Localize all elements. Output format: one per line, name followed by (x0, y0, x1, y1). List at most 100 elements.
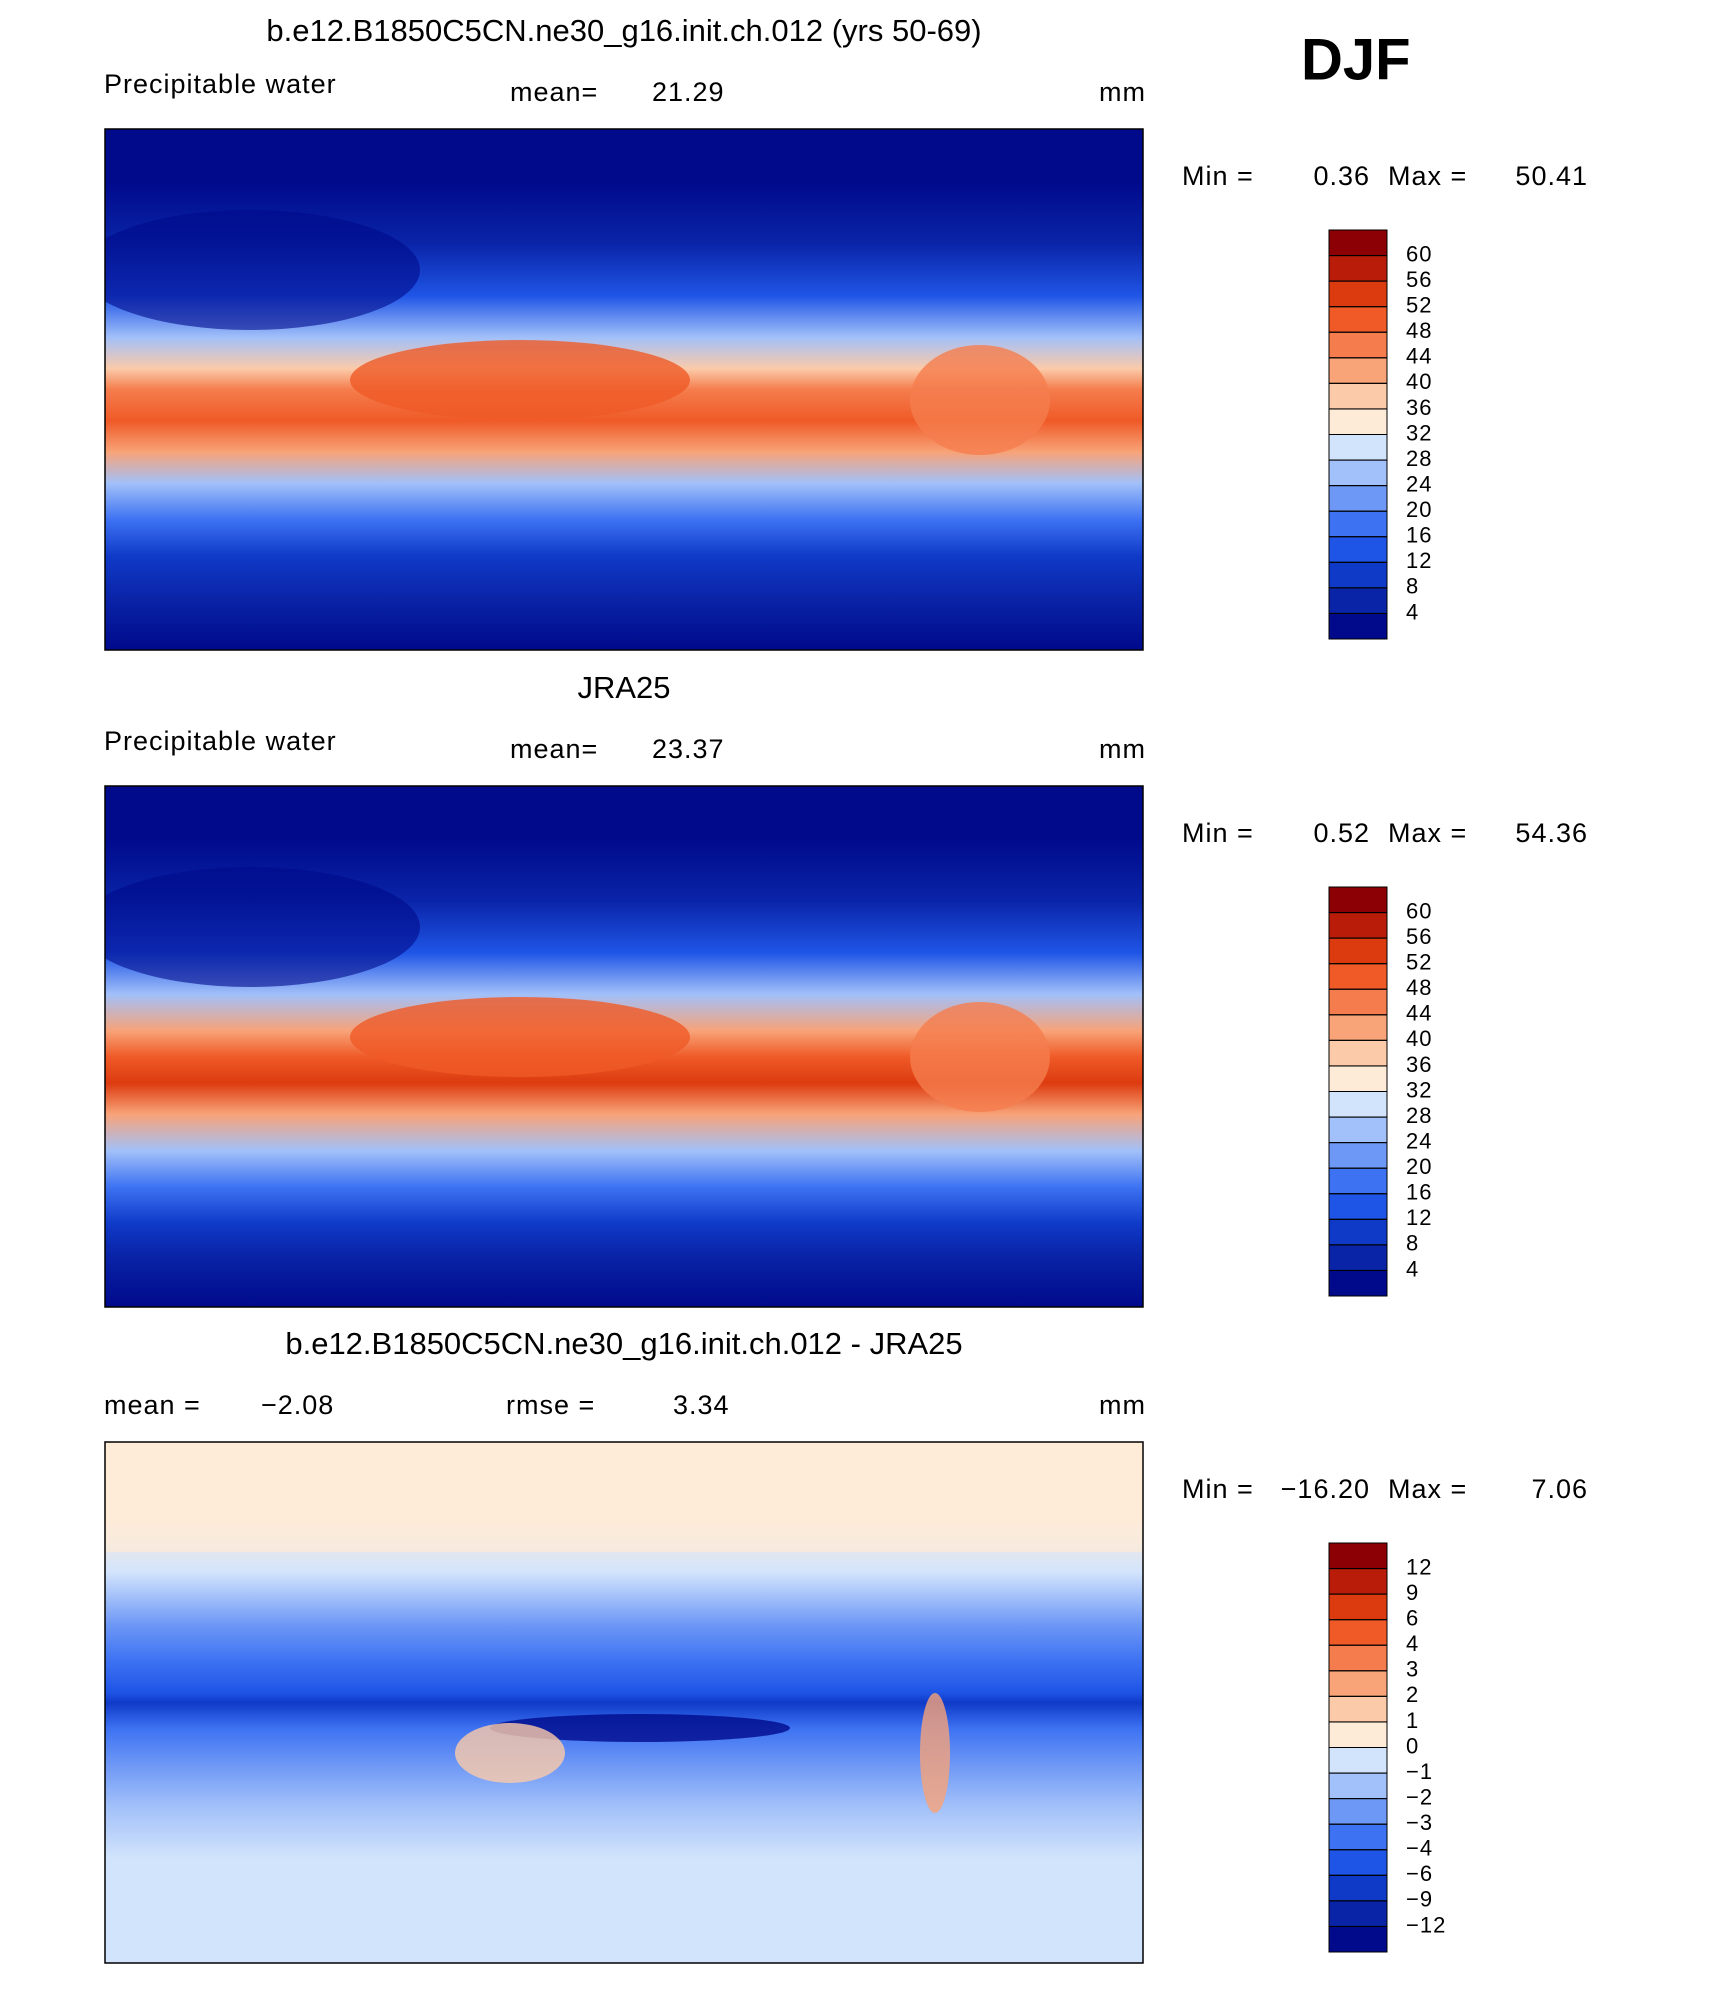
colorbar-label: −1 (1406, 1759, 1433, 1784)
colorbar-label: 48 (1406, 975, 1432, 1000)
colorbar-label: 52 (1406, 293, 1432, 318)
units: mm (1099, 77, 1146, 107)
map-feature (350, 340, 690, 420)
colorbar-box (1328, 1849, 1388, 1876)
panel-title: b.e12.B1850C5CN.ne30_g16.init.ch.012 - J… (285, 1326, 962, 1361)
colorbar-box (1328, 1721, 1388, 1748)
max-label: Max = (1388, 1474, 1467, 1504)
colorbar-box (1328, 382, 1388, 410)
colorbar-label: 32 (1406, 1077, 1432, 1102)
colorbar-label: 16 (1406, 1180, 1432, 1205)
colorbar-box (1328, 1193, 1388, 1220)
stat-label: mean = (104, 1390, 201, 1420)
colorbar-box (1328, 306, 1388, 333)
colorbar-label: 9 (1406, 1580, 1419, 1605)
colorbar-box (1328, 1900, 1388, 1927)
colorbar-box (1328, 1039, 1388, 1067)
season-label: DJF (1301, 27, 1411, 92)
colorbar-box (1328, 963, 1388, 990)
variable-name: Precipitable water (104, 69, 337, 99)
colorbar-label: 12 (1406, 1554, 1432, 1579)
colorbar-box (1328, 408, 1388, 435)
colorbar-label: −2 (1406, 1784, 1433, 1809)
max-label: Max = (1388, 161, 1467, 191)
colorbar-box (1328, 1874, 1388, 1902)
colorbar-box (1328, 1116, 1388, 1144)
colorbar-label: 20 (1406, 497, 1432, 522)
variable-name: Precipitable water (104, 726, 337, 756)
map-feature (105, 210, 420, 330)
colorbar-label: 12 (1406, 1205, 1432, 1230)
map-frame (104, 1441, 1144, 1964)
colorbar-label: 4 (1406, 599, 1419, 624)
colorbar-label: 56 (1406, 267, 1432, 292)
colorbar-box (1328, 331, 1388, 359)
colorbar-label: 40 (1406, 1026, 1432, 1051)
colorbar-box (1328, 1014, 1388, 1041)
colorbar-label: 60 (1406, 898, 1432, 923)
map-feature (920, 1693, 950, 1813)
colorbar-box (1328, 1798, 1388, 1825)
colorbar-label: 2 (1406, 1682, 1419, 1707)
colorbar-label: 28 (1406, 1103, 1432, 1128)
colorbar-box (1328, 612, 1388, 640)
colorbar-label: −12 (1406, 1912, 1446, 1937)
min-value: −16.20 (1281, 1474, 1370, 1504)
colorbar-box (1328, 1644, 1388, 1672)
colorbar-label: −3 (1406, 1810, 1433, 1835)
stat-label: mean= (510, 77, 598, 107)
map-feature (455, 1723, 565, 1783)
colorbar-box (1328, 485, 1388, 512)
colorbar-label: 28 (1406, 446, 1432, 471)
colorbar-label: 8 (1406, 1231, 1419, 1256)
colorbar-label: 60 (1406, 241, 1432, 266)
colorbar-label: 40 (1406, 369, 1432, 394)
colorbar-label: 56 (1406, 924, 1432, 949)
colorbar-box (1328, 434, 1388, 461)
min-label: Min = (1182, 818, 1254, 848)
map-feature (490, 1714, 790, 1742)
colorbar-box (1328, 459, 1388, 487)
map (105, 786, 1143, 1307)
map-frame (104, 785, 1144, 1308)
stat-value: 23.37 (652, 734, 725, 764)
max-value: 7.06 (1531, 1474, 1588, 1504)
colorbar-label: 48 (1406, 318, 1432, 343)
colorbar-label: 16 (1406, 523, 1432, 548)
min-value: 0.52 (1313, 818, 1370, 848)
max-value: 50.41 (1515, 161, 1588, 191)
colorbar-box (1328, 1695, 1388, 1723)
min-label: Min = (1182, 1474, 1254, 1504)
colorbar-box (1328, 561, 1388, 589)
colorbar-label: 8 (1406, 574, 1419, 599)
colorbar-label: −6 (1406, 1861, 1433, 1886)
colorbar-box (1328, 1925, 1388, 1953)
colorbar-box (1328, 357, 1388, 384)
stat-value: 21.29 (652, 77, 725, 107)
colorbar-box (1328, 886, 1388, 914)
colorbar-box (1328, 536, 1388, 563)
colorbar-label: 52 (1406, 950, 1432, 975)
colorbar-box (1328, 255, 1388, 282)
map-feature (105, 1442, 1143, 1552)
stat-label: mean= (510, 734, 598, 764)
colorbar-label: 12 (1406, 548, 1432, 573)
colorbar-box (1328, 1218, 1388, 1246)
colorbar-label: 44 (1406, 344, 1432, 369)
colorbar-box (1328, 1091, 1388, 1118)
units: mm (1099, 734, 1146, 764)
stat-label: rmse = (506, 1390, 595, 1420)
colorbar-label: 0 (1406, 1733, 1419, 1758)
map-feature (910, 1002, 1050, 1112)
colorbar-box (1328, 1542, 1388, 1570)
colorbar-label: 1 (1406, 1708, 1419, 1733)
colorbar-label: −4 (1406, 1836, 1433, 1861)
colorbar-box (1328, 280, 1388, 308)
colorbar-box (1328, 1065, 1388, 1092)
colorbar-box (1328, 1269, 1388, 1297)
colorbar-box (1328, 1142, 1388, 1169)
stat-value: −2.08 (261, 1390, 334, 1420)
colorbar-box (1328, 1619, 1388, 1646)
